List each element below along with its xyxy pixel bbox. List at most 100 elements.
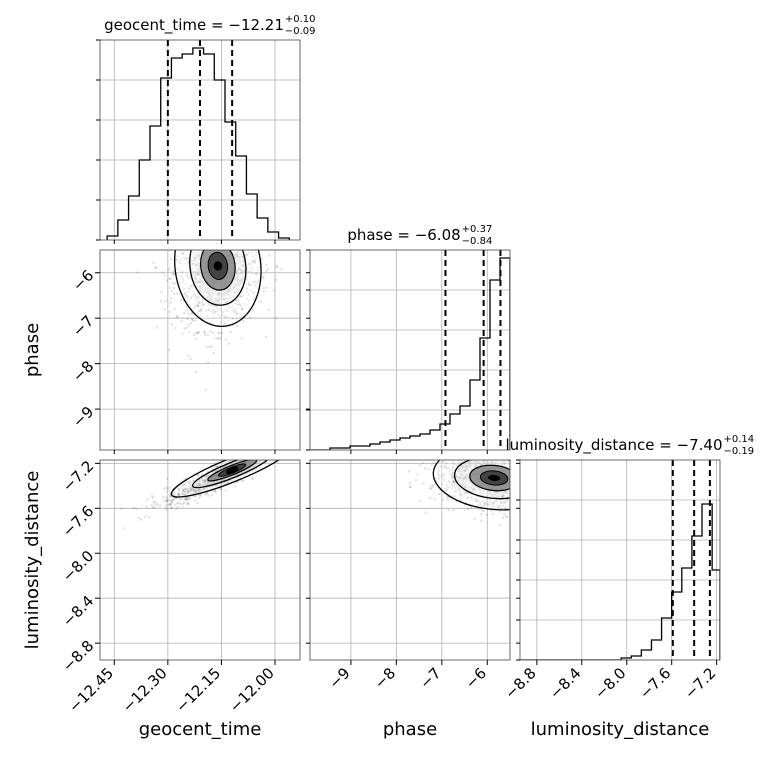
sample-point	[231, 479, 234, 483]
sample-point	[181, 280, 185, 284]
sample-point	[154, 266, 157, 269]
sample-point	[437, 473, 441, 477]
sample-point	[194, 490, 198, 493]
sample-point	[478, 501, 482, 504]
sample-point	[462, 470, 465, 473]
sample-point	[204, 476, 207, 480]
sample-point	[502, 502, 505, 505]
sample-point	[502, 494, 505, 497]
sample-point	[198, 266, 201, 270]
sample-point	[233, 302, 237, 305]
sample-point	[481, 460, 485, 463]
sample-point	[255, 251, 258, 255]
sample-point	[165, 495, 168, 499]
sample-point	[206, 474, 209, 477]
sample-point	[476, 460, 480, 464]
sample-point	[226, 480, 230, 483]
sample-point	[501, 491, 505, 494]
sample-point	[181, 502, 184, 506]
sample-point	[416, 473, 419, 476]
sample-point	[239, 279, 242, 282]
sample-point	[185, 488, 188, 491]
sample-point	[188, 331, 191, 334]
sample-point	[240, 479, 244, 482]
sample-point	[254, 280, 257, 283]
sample-point	[255, 463, 258, 466]
sample-point	[212, 316, 215, 320]
sample-point	[227, 481, 230, 484]
sample-point	[186, 299, 190, 303]
sample-point	[179, 258, 182, 262]
sample-point	[188, 288, 191, 291]
sample-point	[177, 492, 181, 496]
sample-point	[440, 475, 444, 479]
sample-point	[196, 281, 200, 284]
sample-point	[191, 259, 194, 262]
sample-point	[171, 498, 175, 501]
sample-point	[165, 490, 169, 494]
sample-point	[475, 498, 478, 501]
sample-point	[251, 260, 254, 263]
sample-point	[264, 462, 267, 465]
sample-point	[489, 492, 492, 495]
sample-point	[218, 293, 221, 296]
sample-point	[189, 486, 193, 490]
sample-point	[424, 511, 428, 514]
sample-point	[239, 316, 243, 320]
sample-point	[219, 488, 222, 491]
sample-point	[189, 297, 192, 300]
sample-point	[212, 311, 215, 315]
sample-point	[208, 308, 211, 312]
sample-point	[237, 303, 240, 306]
sample-point	[187, 498, 191, 501]
density-peak	[488, 474, 501, 482]
sample-point	[468, 461, 472, 464]
sample-point	[204, 290, 207, 294]
sample-point	[441, 473, 445, 476]
sample-point	[460, 467, 463, 470]
sample-point	[251, 308, 255, 311]
sample-point	[204, 478, 207, 482]
sample-point	[219, 320, 222, 324]
sample-point	[199, 484, 202, 487]
sample-point	[209, 297, 212, 300]
sample-point	[267, 254, 271, 257]
y-tick-label: −7.6	[59, 502, 97, 540]
sample-point	[203, 483, 207, 486]
sample-point	[256, 461, 259, 465]
sample-point	[192, 333, 196, 337]
sample-point	[253, 259, 256, 263]
sample-point	[233, 308, 237, 312]
sample-point	[234, 290, 238, 294]
sample-point	[500, 501, 503, 504]
sample-point	[225, 288, 229, 291]
sample-point	[460, 460, 463, 464]
sample-point	[139, 518, 142, 521]
sample-point	[469, 461, 473, 464]
histogram-step-geocent_time	[106, 47, 290, 240]
sample-point	[207, 308, 210, 311]
sample-point	[498, 510, 502, 513]
sample-point	[247, 252, 251, 255]
sample-point	[477, 461, 480, 464]
sample-point	[188, 484, 192, 488]
sample-point	[191, 488, 195, 491]
sample-point	[444, 466, 448, 469]
sample-point	[499, 501, 503, 505]
sample-point	[241, 319, 245, 322]
sample-point	[241, 255, 244, 258]
sample-point	[419, 499, 422, 503]
sample-point	[234, 485, 237, 488]
sample-point	[217, 308, 220, 311]
sample-point	[196, 262, 200, 265]
sample-point	[199, 307, 203, 310]
sample-point	[242, 275, 246, 278]
sample-point	[189, 488, 192, 492]
sample-point	[203, 480, 206, 483]
sample-point	[461, 479, 464, 482]
sample-point	[191, 271, 195, 274]
sample-point	[466, 467, 470, 470]
sample-point	[233, 254, 236, 257]
sample-point	[500, 463, 503, 466]
sample-point	[211, 486, 214, 489]
